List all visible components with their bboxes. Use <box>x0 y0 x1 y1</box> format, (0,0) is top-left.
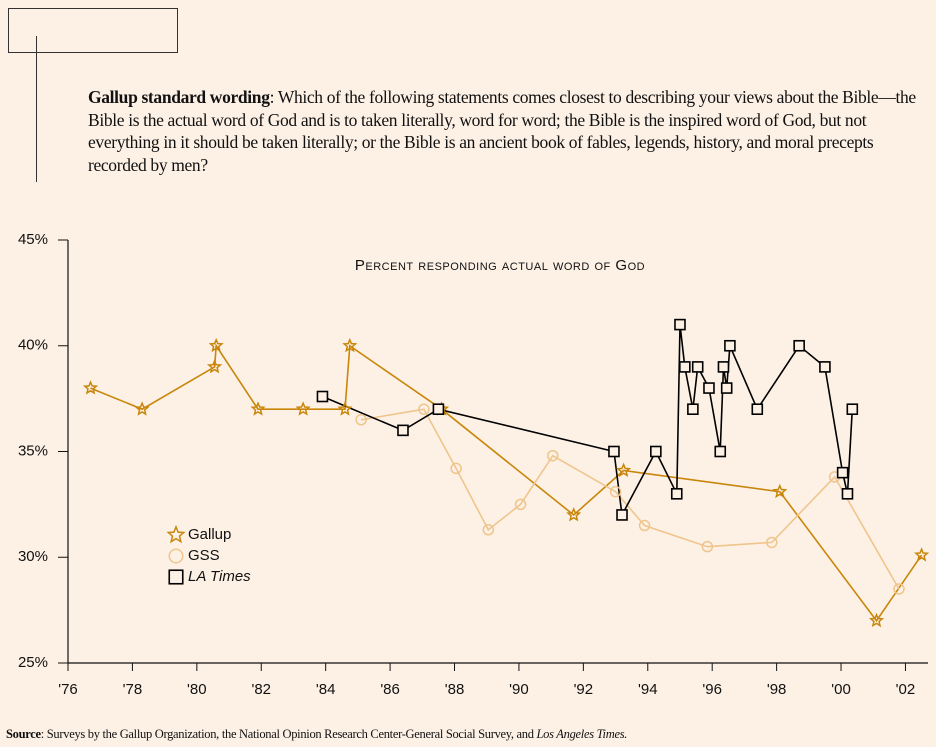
question-text: : Which of the following statements come… <box>88 87 916 175</box>
star-marker <box>616 462 632 478</box>
star-marker <box>208 337 224 353</box>
square-marker <box>836 466 849 479</box>
square-marker <box>168 569 184 585</box>
square-marker <box>793 339 805 352</box>
square-marker <box>432 403 445 416</box>
x-tick-label: '98 <box>767 681 787 698</box>
x-tick-label: '92 <box>574 681 594 698</box>
chart-title: Percent responding actual word of God <box>355 257 645 274</box>
square-marker <box>841 487 854 500</box>
circle-marker <box>168 548 184 564</box>
x-tick-label: '80 <box>187 681 207 698</box>
circle-marker <box>418 403 430 415</box>
square-marker <box>316 390 329 403</box>
star-marker <box>166 524 186 544</box>
square-marker <box>674 318 686 331</box>
x-tick-label: '76 <box>58 681 78 698</box>
square-marker <box>703 382 715 394</box>
star-marker <box>295 401 311 416</box>
circle-marker <box>893 583 905 595</box>
y-tick-label: 40% <box>18 337 48 354</box>
y-tick-label: 30% <box>18 548 48 565</box>
star-marker <box>868 612 885 628</box>
question-label: Gallup standard wording <box>88 87 270 107</box>
square-marker <box>687 403 699 416</box>
source-label: Source <box>6 727 41 741</box>
x-tick-label: '88 <box>445 681 465 698</box>
star-marker <box>82 380 99 395</box>
question: Gallup standard wording: Which of the fo… <box>88 86 934 176</box>
circle-marker <box>547 449 559 462</box>
legend-label: GSS <box>188 547 220 564</box>
square-marker <box>670 487 683 500</box>
square-marker <box>616 509 628 521</box>
square-marker <box>717 361 730 373</box>
box <box>8 8 178 53</box>
source-italic: Los Angeles Times. <box>536 727 628 741</box>
star-marker <box>914 547 930 562</box>
square-marker <box>846 403 859 416</box>
square-marker <box>691 361 704 373</box>
circle-marker <box>638 519 651 532</box>
y-tick-label: 35% <box>18 442 48 459</box>
star-marker <box>337 401 353 416</box>
star-marker <box>342 337 358 353</box>
star-marker <box>250 401 266 416</box>
circle-marker <box>766 536 778 549</box>
legend-label: Gallup <box>188 526 231 543</box>
circle-marker <box>609 485 622 498</box>
x-tick-label: '02 <box>896 681 916 698</box>
star-marker <box>206 358 223 374</box>
circle-marker <box>450 462 462 475</box>
square-marker <box>608 445 620 458</box>
square-marker <box>724 339 736 352</box>
x-tick-label: '84 <box>316 681 336 698</box>
x-tick-label: '94 <box>638 681 658 698</box>
series-line <box>360 408 900 590</box>
x-tick-label: '78 <box>123 681 143 698</box>
square-marker <box>397 424 409 437</box>
x-tick-label: '90 <box>509 681 529 698</box>
square-marker <box>650 445 662 458</box>
x-tick-label: '00 <box>831 681 851 698</box>
circle-marker <box>355 414 367 426</box>
star-marker <box>772 483 788 499</box>
square-marker <box>679 361 691 373</box>
source-text: : Surveys by the Gallup Organization, th… <box>40 727 537 741</box>
square-marker <box>714 445 727 458</box>
x-tick-label: '86 <box>380 681 400 698</box>
y-tick-label: 25% <box>18 654 48 671</box>
y-tick-label: 45% <box>18 231 48 248</box>
circle-marker <box>482 524 495 536</box>
circle-marker <box>701 540 714 553</box>
square-marker <box>751 403 764 416</box>
star-marker <box>566 507 582 522</box>
x-tick-label: '96 <box>702 681 722 698</box>
square-marker <box>819 361 831 373</box>
source: Source: Surveys by the Gallup Organizati… <box>6 727 627 742</box>
star-marker <box>134 401 150 416</box>
square-marker <box>720 382 733 394</box>
x-tick-label: '82 <box>251 681 271 698</box>
series-line <box>322 324 854 518</box>
legend-label: LA Times <box>188 568 251 585</box>
circle-marker <box>514 498 527 511</box>
